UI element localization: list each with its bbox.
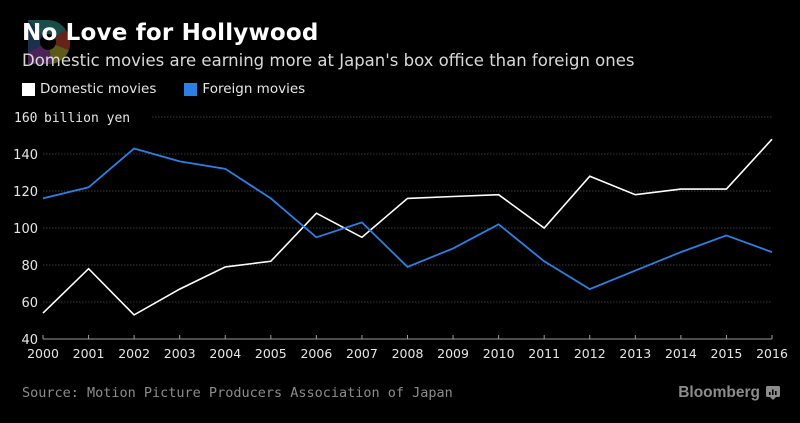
gridlines — [43, 116, 772, 303]
x-tick-label: 2008 — [392, 346, 424, 361]
legend-item-domestic: Domestic movies — [22, 81, 156, 97]
x-tick-label: 2016 — [756, 346, 788, 361]
y-tick-label: 80 — [21, 259, 38, 274]
y-tick-label: 140 — [13, 148, 38, 163]
x-tick-label: 2003 — [164, 346, 196, 361]
y-tick-label: 120 — [13, 185, 38, 200]
y-tick-label: 100 — [13, 222, 38, 237]
x-tick-label: 2000 — [27, 346, 59, 361]
x-tick-label: 2006 — [300, 346, 332, 361]
brand-name: Bloomberg — [678, 384, 760, 401]
x-tick-label: 2011 — [528, 346, 560, 361]
legend-item-foreign: Foreign movies — [184, 81, 305, 97]
x-tick-label: 2001 — [73, 346, 105, 361]
series-line-foreign — [42, 147, 773, 291]
legend-swatch-domestic — [22, 82, 35, 96]
x-axis: 2000 2001 2002 2003 2004 2005 2006 2007 2008 2009… — [27, 335, 788, 361]
x-tick-label: 2014 — [665, 346, 697, 361]
y-tick-label: 60 — [21, 296, 38, 311]
x-tick-label: 2013 — [619, 346, 651, 361]
x-tick-label: 2012 — [574, 346, 606, 361]
x-tick-label: 2007 — [346, 346, 378, 361]
series-lines — [42, 138, 773, 316]
y-axis-ticks: 40 60 80 100 120 140 160 — [13, 111, 38, 348]
y-tick-label: 160 — [14, 111, 37, 126]
chart-title: No Love for Hollywood — [22, 20, 319, 46]
x-tick-label: 2004 — [209, 346, 241, 361]
x-tick-label: 2010 — [483, 346, 515, 361]
bloomberg-chart-icon — [766, 386, 780, 400]
legend-label-domestic: Domestic movies — [40, 81, 157, 97]
x-tick-label: 2005 — [255, 346, 287, 361]
x-tick-label: 2009 — [437, 346, 469, 361]
y-axis-unit-label: billion yen — [44, 111, 130, 126]
y-tick-label: 40 — [21, 333, 38, 348]
series-line-domestic — [42, 138, 773, 316]
legend: Domestic movies Foreign movies — [22, 81, 333, 97]
brand-logo-icon — [28, 20, 71, 64]
x-tick-label: 2015 — [711, 346, 743, 361]
legend-label-foreign: Foreign movies — [202, 81, 306, 97]
legend-swatch-foreign — [184, 82, 198, 96]
source-note: Source: Motion Picture Producers Associa… — [22, 385, 453, 401]
chart-subtitle: Domestic movies are earning more at Japa… — [22, 51, 635, 70]
x-tick-label: 2002 — [118, 346, 150, 361]
